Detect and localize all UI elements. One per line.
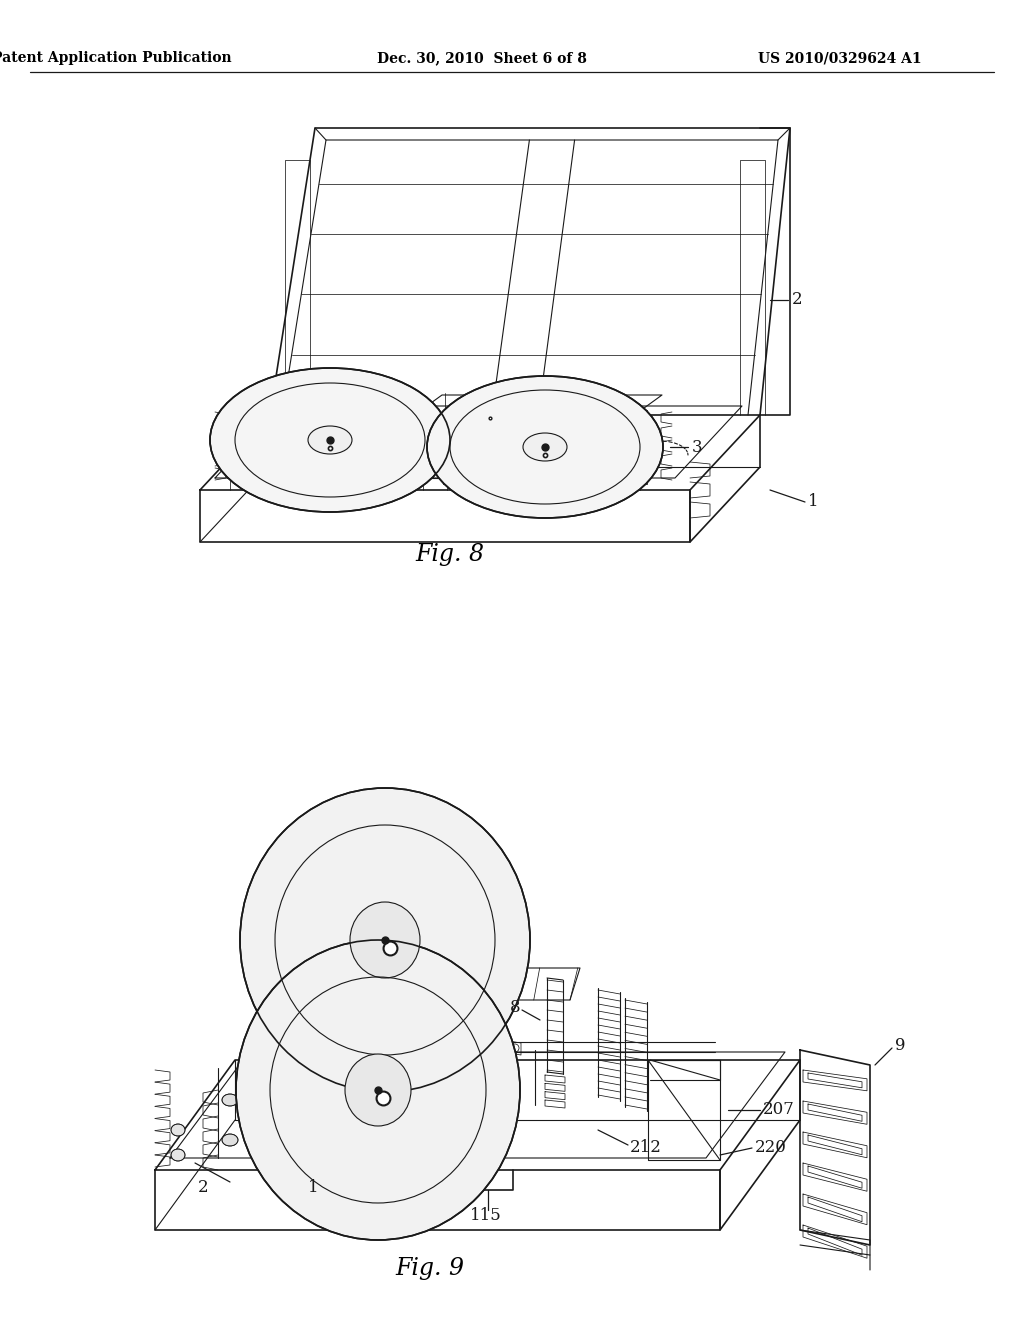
Ellipse shape	[523, 433, 567, 461]
Text: 2: 2	[198, 1180, 209, 1196]
Text: Patent Application Publication: Patent Application Publication	[0, 51, 231, 65]
Text: 3: 3	[692, 438, 702, 455]
Ellipse shape	[240, 788, 530, 1092]
Text: Dec. 30, 2010  Sheet 6 of 8: Dec. 30, 2010 Sheet 6 of 8	[377, 51, 587, 65]
Text: 1: 1	[308, 1180, 318, 1196]
Text: 2: 2	[792, 292, 803, 309]
Ellipse shape	[345, 1053, 411, 1126]
Text: Fig. 9: Fig. 9	[395, 1257, 465, 1279]
Ellipse shape	[427, 376, 663, 517]
Ellipse shape	[350, 902, 420, 978]
Ellipse shape	[171, 1125, 185, 1137]
Ellipse shape	[308, 426, 352, 454]
Text: 220: 220	[755, 1139, 786, 1156]
Ellipse shape	[171, 1148, 185, 1162]
Text: 207: 207	[763, 1101, 795, 1118]
Ellipse shape	[222, 1134, 238, 1146]
Text: 212: 212	[630, 1139, 662, 1156]
Ellipse shape	[236, 940, 520, 1239]
Text: 1: 1	[808, 494, 818, 511]
Ellipse shape	[210, 368, 450, 512]
Ellipse shape	[222, 1094, 238, 1106]
Text: US 2010/0329624 A1: US 2010/0329624 A1	[758, 51, 922, 65]
Text: 9: 9	[895, 1038, 905, 1055]
Text: Fig. 8: Fig. 8	[416, 544, 484, 566]
Text: 8: 8	[510, 998, 520, 1015]
Text: 115: 115	[470, 1208, 502, 1225]
